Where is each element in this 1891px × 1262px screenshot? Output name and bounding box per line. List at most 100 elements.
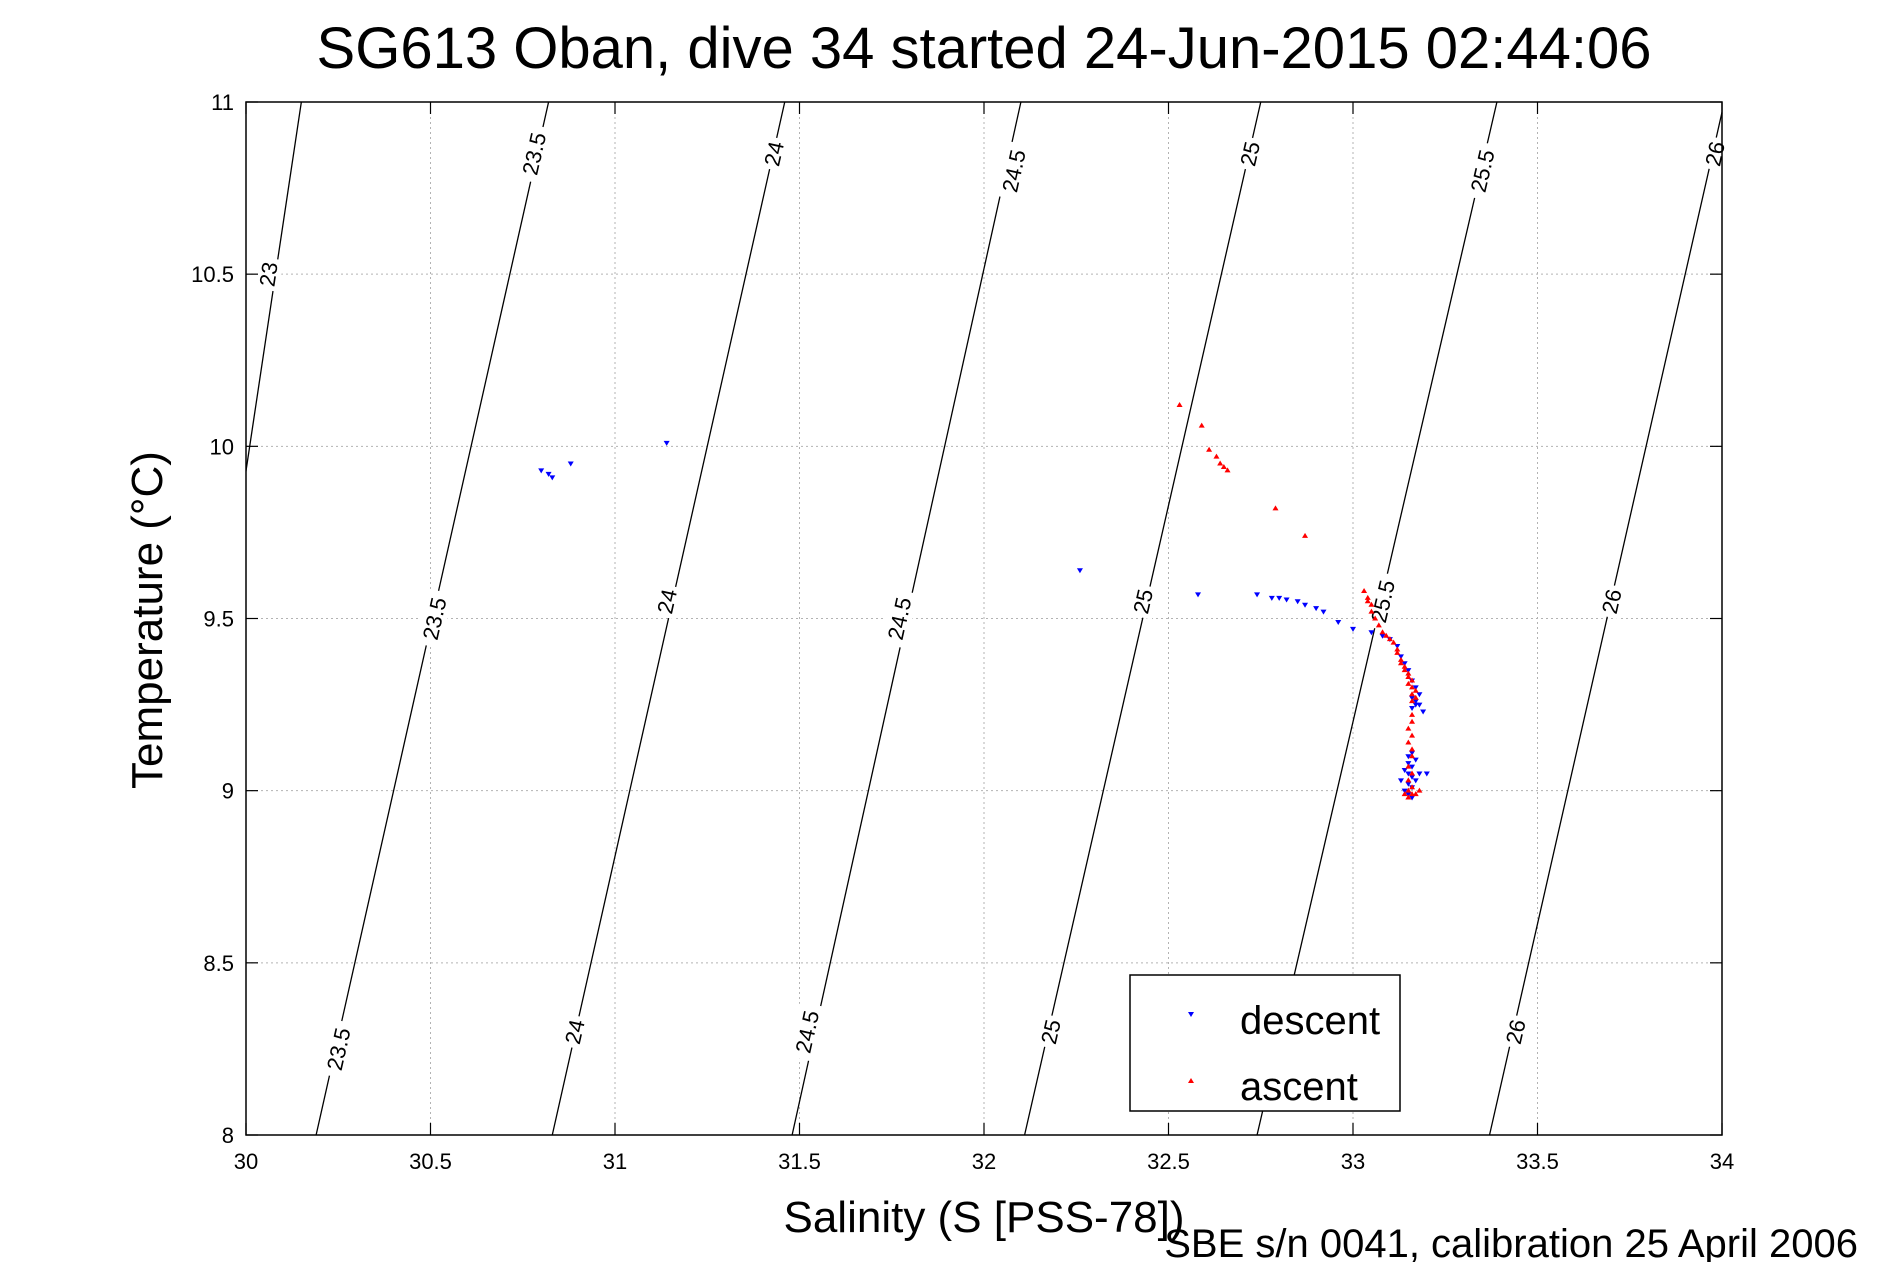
y-tick-label: 9 [222, 779, 234, 804]
descent-point [1401, 768, 1408, 774]
ascent-point [1409, 677, 1416, 683]
x-tick-label: 34 [1710, 1149, 1734, 1174]
axes: 30 30.5 31 31.5 32 32.5 33 33.5 34 8 8.5 9 9.5 10 10.5… [191, 90, 1734, 1174]
x-axis-label: Salinity (S [PSS-78]) [783, 1193, 1184, 1242]
legend-ascent-label: ascent [1240, 1065, 1358, 1109]
y-axis-label: Temperature (°C) [123, 451, 172, 789]
descent-point [1268, 595, 1275, 601]
density-contour-label-bg [1463, 140, 1502, 202]
ascent-point [1176, 402, 1183, 408]
density-contour-label: 24 [759, 139, 789, 168]
ascent-point [1409, 732, 1416, 738]
descent-point [1405, 781, 1412, 787]
ascent-point [1361, 587, 1368, 593]
ascent-point [1405, 670, 1412, 676]
ascent-point [1405, 794, 1412, 800]
ascent-point [1409, 746, 1416, 752]
descent-point [1409, 764, 1416, 770]
chart-title: SG613 Oban, dive 34 started 24-Jun-2015 … [317, 16, 1652, 81]
ascent-point [1405, 725, 1412, 731]
legend-box [1129, 974, 1401, 1112]
ascent-point [1412, 694, 1419, 700]
density-contour-line [1023, 102, 1262, 1135]
ascent-point [1412, 791, 1419, 797]
descent-point [1076, 568, 1083, 574]
descent-point [549, 475, 556, 481]
descent-point [1420, 709, 1427, 715]
descent-point [1412, 699, 1419, 705]
ascent-point [1379, 629, 1386, 635]
ascent-point [1383, 632, 1390, 638]
y-tick-label: 8 [222, 1123, 234, 1148]
ascent-point [1198, 422, 1205, 428]
ascent-point [1409, 684, 1416, 690]
density-contour-label-bg [1034, 1013, 1067, 1051]
x-tick-label: 33.5 [1516, 1149, 1559, 1174]
ascent-point [1409, 698, 1416, 704]
legend-descent-marker [1188, 1012, 1194, 1017]
density-contour-label-bg [319, 1018, 358, 1080]
descent-point [1294, 599, 1301, 605]
ascent-point [1394, 646, 1401, 652]
y-tick-label: 9.5 [203, 607, 234, 632]
density-contour-label-bg [994, 140, 1033, 202]
density-contour-label-bg [415, 588, 454, 649]
data-points [538, 402, 1430, 801]
descent-point [567, 461, 574, 467]
descent-point [1412, 702, 1419, 708]
ascent-point [1386, 636, 1393, 642]
descent-point [1409, 706, 1416, 712]
y-tick-label: 10 [210, 434, 234, 459]
ascent-point [1409, 718, 1416, 724]
y-tick-label: 11 [211, 90, 234, 115]
ascent-point [1206, 446, 1213, 452]
density-contour-label-bg [880, 588, 918, 649]
density-contour-label-bg [1363, 571, 1402, 632]
ascent-point [1401, 663, 1408, 669]
density-contour-label-bg [1499, 1013, 1532, 1051]
descent-point [1405, 771, 1412, 777]
density-contour-label-bg [252, 256, 284, 292]
descent-point [1335, 619, 1342, 625]
ascent-point [1372, 615, 1379, 621]
density-contour-line [1488, 112, 1722, 1135]
ascent-point [1390, 639, 1397, 645]
ascent-point [1217, 460, 1224, 466]
ascent-point [1405, 674, 1412, 680]
density-contour-label-bg [558, 1013, 591, 1051]
ascent-point [1368, 601, 1375, 607]
density-contour-label-bg [788, 1001, 826, 1062]
ascent-point [1409, 691, 1416, 697]
ascent-point [1401, 791, 1408, 797]
ascent-point [1416, 787, 1423, 793]
descent-point [1397, 778, 1404, 784]
density-contour-label-bg [1126, 582, 1159, 620]
density-contour-label: 24 [652, 587, 682, 616]
x-tick-label: 30 [234, 1149, 258, 1174]
density-contour-label: 24 [560, 1017, 590, 1046]
descent-point [1412, 778, 1419, 784]
ascent-point [1302, 532, 1309, 538]
descent-point [1412, 757, 1419, 763]
descent-point [1302, 602, 1309, 608]
ascent-point [1224, 467, 1231, 473]
ascent-point [1405, 787, 1412, 793]
descent-point [1320, 609, 1327, 615]
ascent-point [1409, 770, 1416, 776]
density-contour-label: 26 [1501, 1017, 1531, 1046]
ascent-point [1405, 763, 1412, 769]
ascent-point [1409, 753, 1416, 759]
ascent-point [1409, 711, 1416, 717]
descent-point [1350, 626, 1356, 632]
density-contour-label-bg [1595, 582, 1628, 620]
x-tick-label: 30.5 [409, 1149, 452, 1174]
density-contour-label: 25 [1235, 139, 1265, 168]
ascent-point [1220, 463, 1227, 469]
ascent-point [1368, 608, 1375, 614]
ascent-point [1394, 649, 1401, 655]
y-tick-label: 10.5 [191, 262, 234, 287]
ascent-point [1213, 453, 1220, 459]
density-contour-label-bg [514, 123, 553, 184]
ascent-point [1412, 687, 1419, 693]
legend-descent-label: descent [1240, 999, 1380, 1043]
